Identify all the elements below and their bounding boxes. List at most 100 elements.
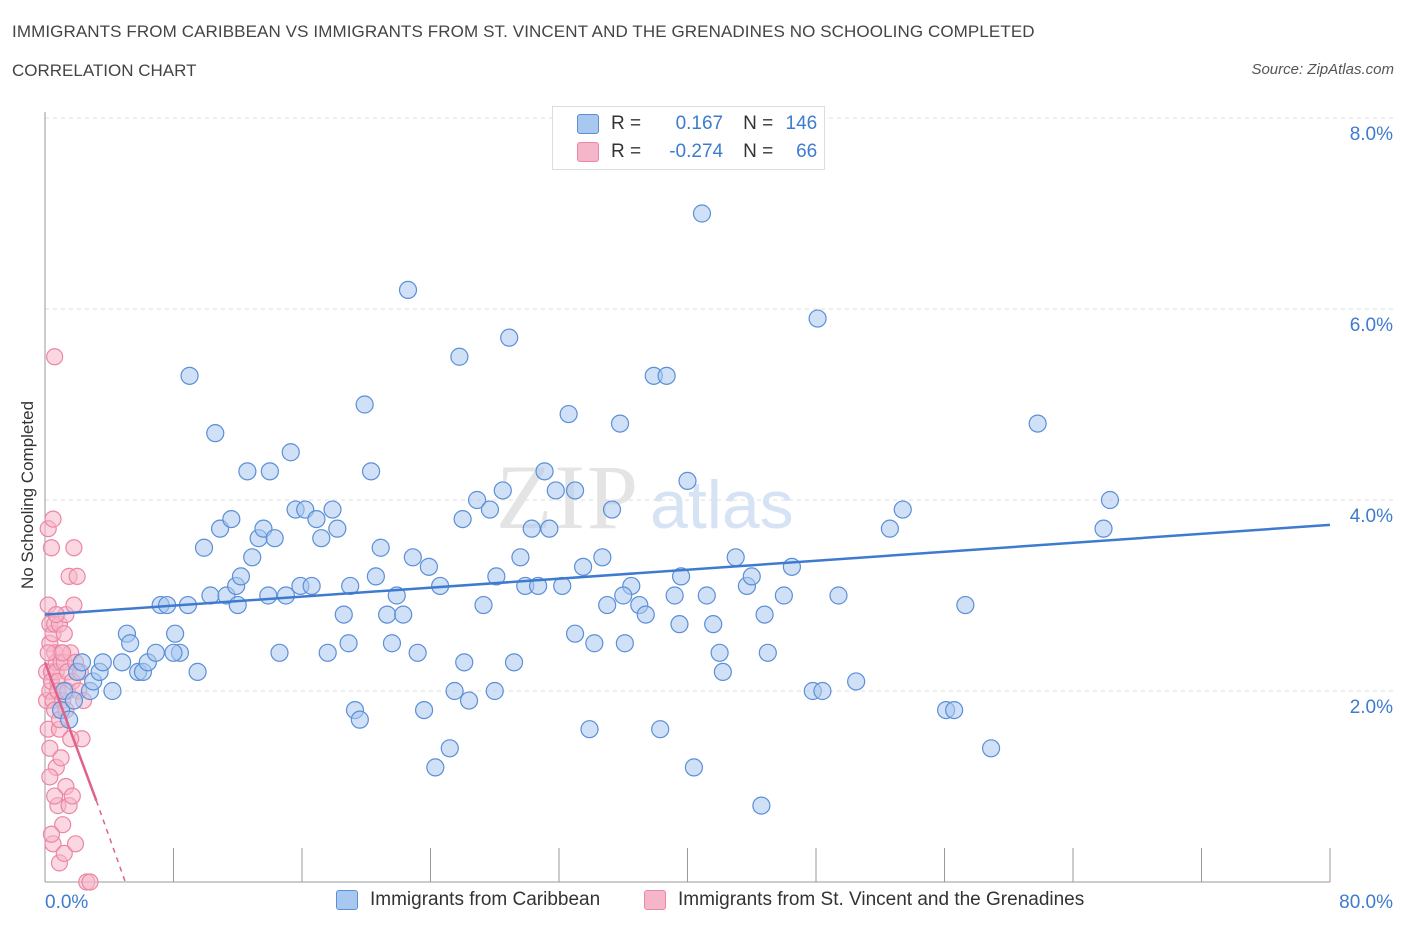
data-point <box>450 347 469 366</box>
data-point <box>808 309 827 328</box>
data-point <box>710 643 729 662</box>
data-point <box>636 605 655 624</box>
data-point <box>46 787 64 805</box>
data-point <box>238 462 257 481</box>
data-point <box>378 605 397 624</box>
data-point <box>318 643 337 662</box>
watermark-atlas: atlas <box>650 467 794 543</box>
data-point <box>39 644 57 662</box>
data-point <box>180 366 199 385</box>
data-point <box>956 595 975 615</box>
source-label: Source: ZipAtlas.com <box>1251 61 1394 78</box>
data-point <box>945 700 964 720</box>
data-point <box>259 586 278 605</box>
data-point <box>276 586 296 605</box>
data-point <box>307 509 326 529</box>
pink-swatch <box>577 142 599 162</box>
data-point <box>166 624 185 643</box>
data-point <box>54 644 72 662</box>
data-point <box>880 519 899 538</box>
data-point <box>281 443 300 462</box>
bottom-legend: Immigrants from Caribbean Immigrants fro… <box>0 889 1406 915</box>
data-point <box>474 595 493 615</box>
data-point <box>487 567 506 586</box>
data-point <box>500 328 519 347</box>
trend-line-pink-extension <box>95 800 127 883</box>
data-point <box>540 519 559 538</box>
data-point <box>231 567 251 586</box>
data-point <box>774 586 793 605</box>
y-tick-label: 8.0% <box>1350 124 1393 145</box>
legend-item-st-vincent[interactable]: Immigrants from St. Vincent and the Gren… <box>644 889 1084 911</box>
data-point <box>426 758 445 777</box>
data-point <box>610 414 630 433</box>
data-point <box>414 700 434 720</box>
n-label: N = <box>743 113 774 134</box>
data-point <box>598 595 617 615</box>
data-point <box>511 548 530 567</box>
data-point <box>670 615 689 634</box>
blue-series <box>51 204 1120 815</box>
data-point <box>54 816 72 834</box>
data-point <box>403 548 422 567</box>
data-point <box>614 586 633 605</box>
grid-lines <box>45 117 1395 692</box>
data-point <box>260 462 279 481</box>
data-point <box>68 567 86 586</box>
data-point <box>188 662 207 682</box>
r-value: -0.274 <box>669 141 724 162</box>
legend-item-caribbean[interactable]: Immigrants from Caribbean <box>336 889 600 911</box>
data-point <box>758 643 777 662</box>
legend-label: Immigrants from Caribbean <box>370 889 601 910</box>
data-point <box>44 510 62 528</box>
data-point <box>480 500 500 519</box>
data-point <box>704 615 723 634</box>
data-point <box>565 481 585 500</box>
data-point <box>206 424 225 443</box>
data-point <box>752 796 771 815</box>
data-point <box>671 567 691 586</box>
data-point <box>522 519 541 538</box>
data-point <box>46 348 64 366</box>
data-point <box>580 720 599 739</box>
n-value: 146 <box>785 113 818 134</box>
data-point <box>55 844 73 862</box>
data-point <box>573 557 593 576</box>
data-point <box>164 643 183 662</box>
blue-swatch <box>577 114 599 134</box>
trend-line-pink <box>43 661 98 802</box>
data-point <box>312 529 331 548</box>
data-point <box>121 634 140 653</box>
data-point <box>361 462 381 481</box>
r-value: 0.167 <box>675 113 724 134</box>
data-point <box>228 595 247 615</box>
data-point <box>42 825 61 843</box>
data-point <box>334 605 353 624</box>
data-point <box>243 548 262 567</box>
data-point <box>651 720 670 739</box>
legend-label: Immigrants from St. Vincent and the Gren… <box>678 889 1085 910</box>
data-point <box>64 691 84 710</box>
data-point <box>398 280 418 299</box>
data-point <box>813 681 832 701</box>
data-point <box>678 471 697 490</box>
data-point <box>829 586 848 605</box>
data-point <box>265 529 284 548</box>
stats-row-pink: R = -0.274 N = 66 <box>577 140 817 164</box>
data-point <box>42 539 61 557</box>
r-label: R = <box>611 141 642 162</box>
data-point <box>665 586 684 605</box>
data-point <box>408 643 427 662</box>
data-point <box>755 605 774 624</box>
data-point <box>419 557 438 576</box>
data-point <box>713 662 732 682</box>
data-point <box>467 490 487 510</box>
data-point <box>302 576 321 596</box>
data-point <box>697 586 716 605</box>
y-tick-label: 4.0% <box>1350 506 1393 527</box>
data-point <box>847 672 866 691</box>
chart-subtitle: CORRELATION CHART <box>12 61 197 80</box>
data-point <box>615 634 634 653</box>
data-point <box>52 749 70 767</box>
